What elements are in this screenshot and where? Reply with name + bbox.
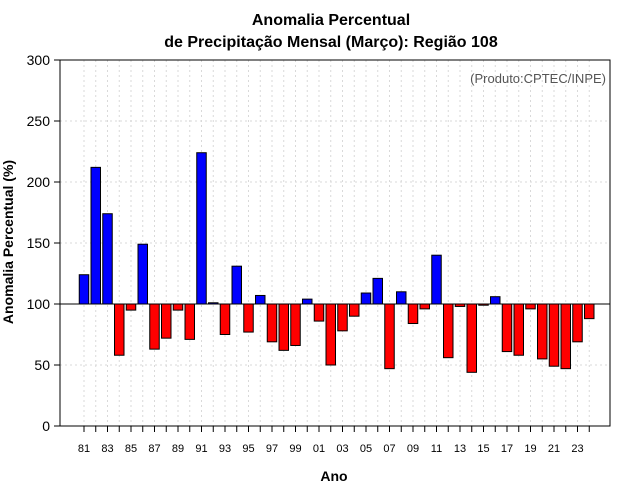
bar-1998 <box>278 303 289 351</box>
bar-2011 <box>431 254 442 305</box>
bar-2005 <box>360 292 372 305</box>
x-tick-label: 01 <box>313 443 325 455</box>
x-tick-label: 23 <box>571 443 583 455</box>
bar-2003 <box>337 303 348 332</box>
bar-1993 <box>219 303 231 335</box>
y-tick-label: 0 <box>42 418 50 434</box>
x-tick-label: 19 <box>524 443 536 455</box>
x-tick-label: 03 <box>336 443 348 455</box>
bar-1995 <box>243 303 254 333</box>
y-tick-label: 100 <box>27 296 51 312</box>
x-tick-label: 89 <box>172 443 184 455</box>
bar-2014 <box>466 303 477 373</box>
bar-1994 <box>231 265 242 305</box>
y-tick-label: 50 <box>34 357 50 373</box>
bar-2019 <box>525 303 536 310</box>
bar-2021 <box>548 303 560 367</box>
bar-2023 <box>572 303 583 343</box>
bar-2016 <box>490 296 501 305</box>
bar-1986 <box>137 243 148 305</box>
bar-2010 <box>419 303 430 310</box>
x-tick-label: 85 <box>125 443 137 455</box>
bar-1985 <box>125 303 137 311</box>
x-axis-label: Ano <box>320 468 347 484</box>
bar-1987 <box>149 303 160 350</box>
x-tick-label: 21 <box>548 443 560 455</box>
chart-title-line2: de Precipitação Mensal (Março): Região 1… <box>164 34 498 51</box>
x-tick-label: 11 <box>431 443 442 455</box>
x-tick-label: 87 <box>148 443 160 455</box>
x-tick-label: 95 <box>242 443 254 455</box>
y-axis-label: Anomalia Percentual (%) <box>0 160 16 324</box>
y-tick-label: 300 <box>27 52 51 68</box>
bar-1996 <box>255 294 266 305</box>
x-tick-label: 13 <box>454 443 466 455</box>
x-tick-label: 83 <box>101 443 113 455</box>
y-tick-label: 250 <box>27 113 51 129</box>
bar-2002 <box>325 303 336 366</box>
bar-1997 <box>266 303 278 343</box>
bar-2004 <box>349 303 360 317</box>
bar-1984 <box>114 303 125 356</box>
credit-text: (Produto:CPTEC/INPE) <box>470 71 606 86</box>
bar-1991 <box>196 152 207 305</box>
bars <box>78 152 595 373</box>
chart-title-line1: Anomalia Percentual <box>252 12 410 29</box>
bar-2009 <box>407 303 419 325</box>
x-tick-label: 81 <box>78 443 90 455</box>
bar-2000 <box>302 298 313 305</box>
x-tick-label: 99 <box>289 443 301 455</box>
x-tick-label: 07 <box>383 443 395 455</box>
bar-2012 <box>443 303 454 359</box>
bar-1988 <box>161 303 172 339</box>
bar-2024 <box>584 303 595 320</box>
bar-2006 <box>372 277 383 305</box>
bar-2017 <box>501 303 513 353</box>
bar-1983 <box>102 213 113 305</box>
bar-2020 <box>537 303 548 360</box>
bar-1990 <box>184 303 195 340</box>
bar-2001 <box>313 303 325 322</box>
bar-2007 <box>384 303 395 370</box>
bar-2008 <box>396 291 407 305</box>
x-tick-label: 05 <box>360 443 372 455</box>
bar-1999 <box>290 303 301 346</box>
bar-1989 <box>172 303 184 311</box>
x-tick-label: 97 <box>266 443 278 455</box>
bar-2022 <box>560 303 571 370</box>
x-tick-label: 09 <box>407 443 419 455</box>
bar-1982 <box>90 166 101 305</box>
x-tick-label: 15 <box>477 443 489 455</box>
x-tick-label: 91 <box>195 443 207 455</box>
bar-1981 <box>78 274 90 305</box>
bar-2018 <box>513 303 524 356</box>
gridlines <box>60 59 610 427</box>
y-tick-label: 200 <box>27 174 51 190</box>
x-tick-label: 93 <box>219 443 231 455</box>
x-tick-label: 17 <box>501 443 513 455</box>
y-tick-label: 150 <box>27 235 51 251</box>
